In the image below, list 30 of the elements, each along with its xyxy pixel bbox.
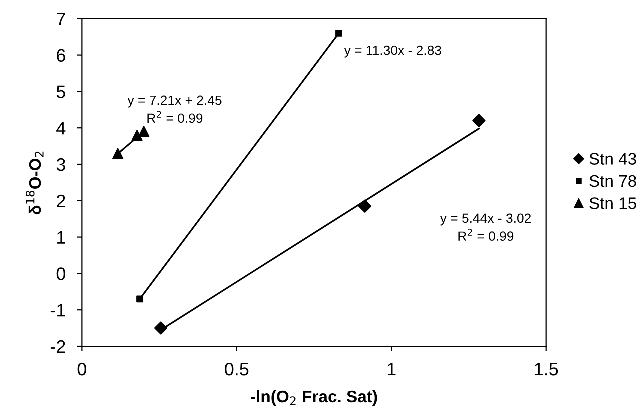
point xyxy=(132,130,143,142)
annotation: y = 7.21x + 2.45 R$^{2}$ = 0.99 xyxy=(128,96,222,124)
point xyxy=(136,296,144,303)
y-tick-label: 1 xyxy=(58,231,66,244)
legend-label: Stn 78 xyxy=(590,175,636,188)
y-tick-label: -1 xyxy=(50,304,66,317)
annotation: y = 11.30x - 2.83 xyxy=(344,46,442,58)
y-axis-title: δ$^{18}$O-O$_{2}$ xyxy=(26,152,44,215)
point xyxy=(358,200,372,213)
legend-label: Stn 43 xyxy=(590,153,636,165)
y-tick-label: 3 xyxy=(56,158,66,172)
y-tick-label: 6 xyxy=(57,49,66,62)
legend-label: Stn 15 xyxy=(590,198,636,210)
y-tick-label: 7 xyxy=(57,13,66,26)
point xyxy=(154,322,168,335)
point xyxy=(336,30,342,37)
x-tick-label: 1 xyxy=(388,363,396,376)
y-tick-label: 5 xyxy=(56,86,66,98)
y-tick-label: 4 xyxy=(56,122,66,135)
x-tick-label: 1.5 xyxy=(535,363,558,376)
y-tick-label: 2 xyxy=(57,194,66,208)
point xyxy=(472,114,486,128)
annotation: y = 5.44x - 3.02 R$^{2}$ = 0.99 xyxy=(440,214,531,242)
x-tick-label: 0.5 xyxy=(225,362,249,376)
y-tick-label: -2 xyxy=(50,340,66,354)
point xyxy=(138,126,150,138)
point xyxy=(112,148,124,160)
x-axis-title: -ln(O$_{2}$ Frac. Sat) xyxy=(251,390,378,406)
y-tick-label: 0 xyxy=(56,268,66,280)
x-tick-label: 0 xyxy=(78,362,86,376)
